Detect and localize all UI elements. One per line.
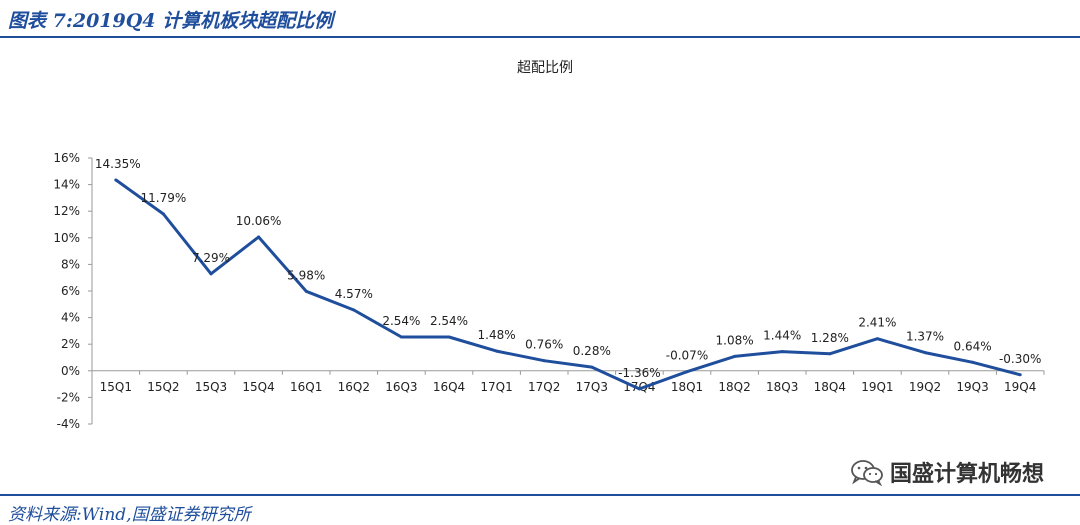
y-tick-label: 12% xyxy=(53,204,80,218)
x-tick-label: 18Q1 xyxy=(671,380,703,394)
x-tick-label: 15Q4 xyxy=(242,380,274,394)
data-label: 1.48% xyxy=(478,328,516,342)
data-point xyxy=(161,212,165,216)
x-tick-label: 19Q1 xyxy=(861,380,893,394)
data-label: 4.57% xyxy=(335,287,373,301)
data-label: -0.07% xyxy=(666,349,708,363)
y-tick-label: 4% xyxy=(61,311,80,325)
data-label: 0.76% xyxy=(525,338,563,352)
x-tick-label: 17Q4 xyxy=(623,380,655,394)
y-tick-label: 16% xyxy=(53,151,80,165)
x-tick-label: 18Q4 xyxy=(814,380,846,394)
data-label: 1.28% xyxy=(811,331,849,345)
chart-title: 超配比例 xyxy=(517,60,573,76)
y-tick-label: 14% xyxy=(53,178,80,192)
x-tick-label: 15Q2 xyxy=(147,380,179,394)
watermark: 国盛计算机畅想 xyxy=(850,456,1044,488)
x-tick-label: 16Q3 xyxy=(385,380,417,394)
x-tick-label: 19Q3 xyxy=(956,380,988,394)
data-label: 14.35% xyxy=(95,157,141,171)
data-label: 5.98% xyxy=(287,268,325,282)
x-tick-label: 15Q1 xyxy=(100,380,132,394)
data-point xyxy=(495,349,499,353)
chart-axes xyxy=(88,157,1045,425)
data-point xyxy=(780,350,784,354)
data-point xyxy=(447,335,451,339)
data-point xyxy=(114,178,118,182)
watermark-text: 国盛计算机畅想 xyxy=(889,462,1044,487)
data-point xyxy=(828,352,832,356)
x-tick-label: 18Q2 xyxy=(718,380,750,394)
y-tick-label: 10% xyxy=(53,231,80,245)
data-point xyxy=(685,370,689,374)
data-point xyxy=(923,351,927,355)
data-label: 0.28% xyxy=(573,344,611,358)
data-label: 10.06% xyxy=(236,214,282,228)
data-point xyxy=(1018,373,1022,377)
data-label: -0.30% xyxy=(999,352,1041,366)
y-tick-label: -2% xyxy=(57,390,80,404)
data-label: 11.79% xyxy=(141,191,187,205)
x-tick-label: 15Q3 xyxy=(195,380,227,394)
data-label: 2.54% xyxy=(430,314,468,328)
data-point xyxy=(733,354,737,358)
figure-header: 图表 7:2019Q4 计算机板块超配比例 xyxy=(0,0,1080,38)
figure-title: 图表 7:2019Q4 计算机板块超配比例 xyxy=(8,10,334,32)
data-label: 1.44% xyxy=(763,329,801,343)
data-label: 0.64% xyxy=(954,339,992,353)
x-tick-label: 17Q3 xyxy=(576,380,608,394)
data-point xyxy=(542,359,546,363)
y-tick-label: 6% xyxy=(61,284,80,298)
data-point xyxy=(209,272,213,276)
y-tick-label: 8% xyxy=(61,257,80,271)
y-tick-label: -4% xyxy=(57,417,80,431)
data-label: 1.37% xyxy=(906,330,944,344)
x-tick-label: 19Q4 xyxy=(1004,380,1036,394)
y-tick-labels: 16% 14% 12% 10% 8% 6% 4% 2% 0% -2% -4% xyxy=(53,151,80,431)
y-tick-label: 2% xyxy=(61,337,80,351)
series-line xyxy=(114,178,1021,391)
data-point xyxy=(352,308,356,312)
data-label: 1.08% xyxy=(716,333,754,347)
y-tick-label: 0% xyxy=(61,364,80,378)
x-tick-label: 17Q2 xyxy=(528,380,560,394)
wechat-icon xyxy=(851,460,883,486)
data-label: 2.54% xyxy=(382,314,420,328)
x-tick-label: 16Q1 xyxy=(290,380,322,394)
data-label: 2.41% xyxy=(858,316,896,330)
x-tick-label: 16Q4 xyxy=(433,380,465,394)
x-tick-label: 18Q3 xyxy=(766,380,798,394)
x-tick-label: 16Q2 xyxy=(338,380,370,394)
data-point xyxy=(637,387,641,391)
data-point xyxy=(971,360,975,364)
x-tick-labels: 15Q1 15Q2 15Q3 15Q4 16Q1 16Q2 16Q3 16Q4 17Q1 17Q2… xyxy=(100,380,1037,394)
data-point xyxy=(304,289,308,293)
data-point xyxy=(590,365,594,369)
source-note: 资料来源:Wind,国盛证券研究所 xyxy=(8,505,251,525)
data-label: -1.36% xyxy=(618,366,660,380)
data-point xyxy=(257,235,261,239)
figure-footer: 资料来源:Wind,国盛证券研究所 xyxy=(0,494,1080,525)
data-point xyxy=(875,337,879,341)
data-label: 7.29% xyxy=(192,251,230,265)
x-tick-label: 19Q2 xyxy=(909,380,941,394)
chart-series xyxy=(114,178,1022,391)
data-labels: 14.35% 11.79% 7.29% 10.06% 5.98% 4.57% 2.54% 2.… xyxy=(95,157,1042,380)
line-chart: 超配比例 16%14%12%10%8%6%4%2%0%-2%-4% 15Q1 15… xyxy=(53,60,1045,431)
data-point xyxy=(399,335,403,339)
x-tick-label: 17Q1 xyxy=(480,380,512,394)
